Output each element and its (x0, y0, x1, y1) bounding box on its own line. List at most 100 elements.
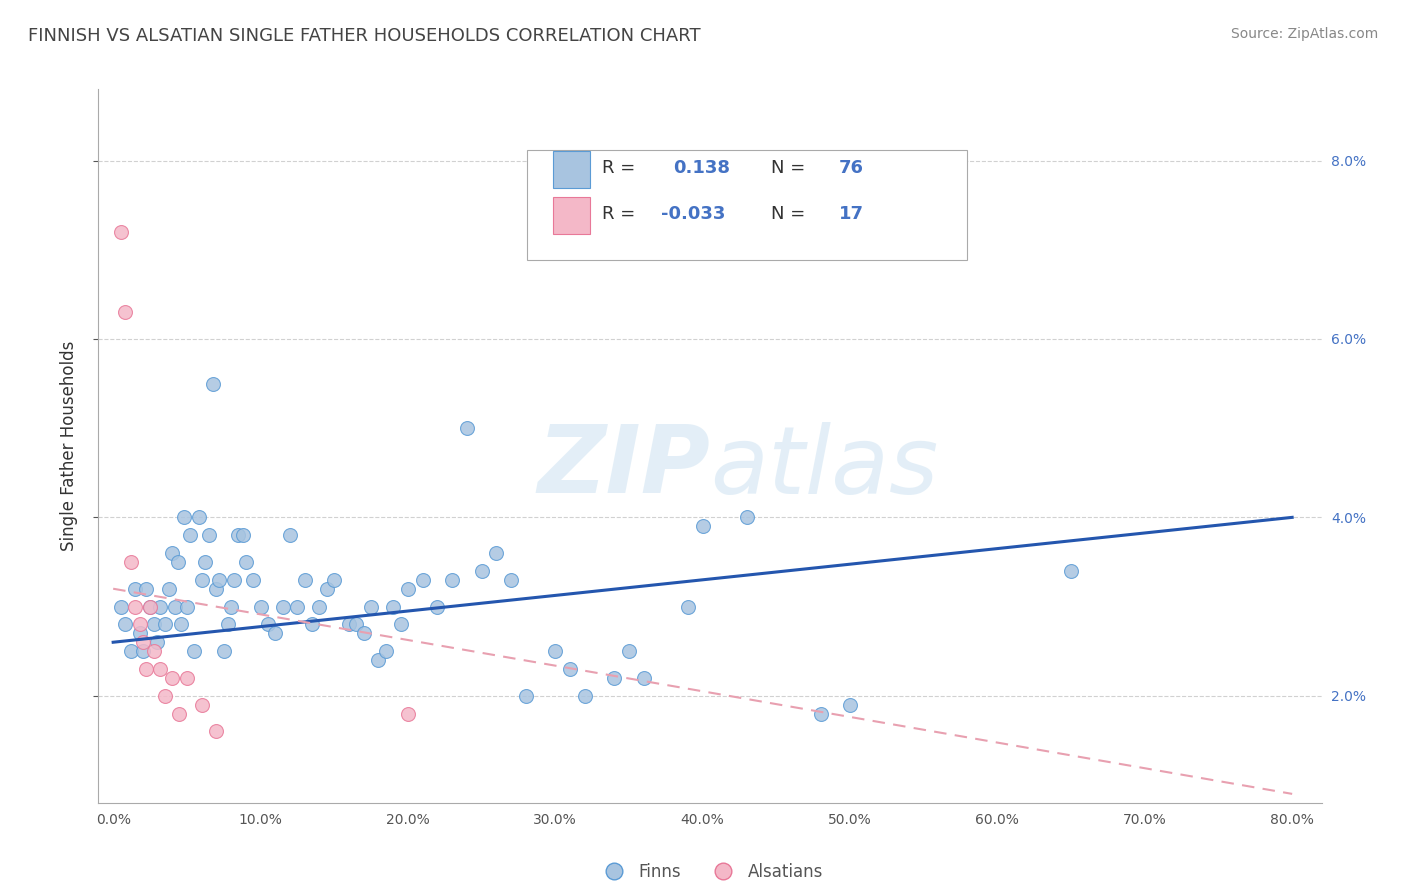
Point (471, 564, 494, 578)
Point (676, 599, 699, 614)
Point (617, 644, 640, 658)
Point (110, 225, 132, 239)
Point (212, 644, 235, 658)
Point (202, 376, 225, 391)
FancyBboxPatch shape (554, 197, 591, 234)
Point (153, 689, 176, 703)
Point (374, 644, 396, 658)
FancyBboxPatch shape (526, 150, 967, 260)
Point (323, 573, 346, 587)
Point (217, 617, 239, 632)
Point (187, 510, 209, 524)
Point (249, 599, 271, 614)
Point (396, 706, 419, 721)
Point (278, 528, 301, 542)
Point (149, 662, 172, 676)
Point (426, 599, 449, 614)
Point (143, 617, 166, 632)
Point (219, 599, 242, 614)
Point (157, 582, 180, 596)
Point (124, 582, 146, 596)
Point (232, 528, 254, 542)
Point (139, 599, 162, 614)
Point (456, 421, 478, 435)
Point (160, 546, 183, 560)
Point (603, 671, 626, 685)
Point (193, 555, 215, 569)
Point (160, 671, 183, 685)
Point (308, 599, 330, 614)
Point (294, 573, 316, 587)
Text: N =: N = (772, 159, 806, 177)
Point (499, 573, 522, 587)
Point (153, 617, 176, 632)
Text: ZIP: ZIP (537, 421, 710, 514)
Point (139, 599, 162, 614)
Point (208, 573, 231, 587)
Point (485, 546, 508, 560)
Text: atlas: atlas (710, 422, 938, 513)
Point (165, 599, 187, 614)
Point (110, 599, 132, 614)
Point (114, 305, 136, 319)
Text: -0.033: -0.033 (661, 205, 725, 223)
Point (692, 519, 714, 533)
Legend: Finns, Alsatians: Finns, Alsatians (591, 856, 830, 888)
FancyBboxPatch shape (554, 151, 591, 187)
Point (205, 582, 228, 596)
Point (190, 698, 212, 712)
Point (337, 617, 360, 632)
Point (515, 689, 537, 703)
Point (170, 617, 193, 632)
Text: R =: R = (602, 205, 636, 223)
Point (301, 617, 323, 632)
Point (135, 582, 157, 596)
Y-axis label: Single Father Households: Single Father Households (59, 341, 77, 551)
Point (810, 706, 832, 721)
Point (264, 626, 287, 640)
Point (183, 644, 205, 658)
Point (382, 599, 405, 614)
Text: 76: 76 (838, 159, 863, 177)
Point (173, 510, 195, 524)
Point (169, 706, 191, 721)
Text: N =: N = (772, 205, 806, 223)
Point (167, 555, 190, 569)
Point (1060, 564, 1083, 578)
Point (242, 573, 264, 587)
Point (222, 573, 245, 587)
Point (135, 662, 157, 676)
Point (124, 599, 146, 614)
Point (344, 617, 367, 632)
Text: Source: ZipAtlas.com: Source: ZipAtlas.com (1230, 27, 1378, 41)
Point (120, 644, 142, 658)
Point (544, 644, 567, 658)
Point (149, 599, 172, 614)
Point (441, 573, 464, 587)
Point (360, 599, 382, 614)
Point (389, 617, 412, 632)
Point (735, 510, 758, 524)
Point (205, 724, 228, 739)
Text: 0.138: 0.138 (673, 159, 730, 177)
Point (257, 617, 280, 632)
Point (114, 617, 136, 632)
Point (179, 528, 201, 542)
Point (396, 582, 419, 596)
Point (271, 599, 294, 614)
Point (120, 555, 142, 569)
Point (146, 635, 169, 649)
Point (287, 599, 309, 614)
Point (228, 528, 250, 542)
Point (353, 626, 375, 640)
Point (128, 626, 150, 640)
Point (131, 635, 153, 649)
Point (633, 671, 655, 685)
Point (574, 689, 596, 703)
Point (839, 698, 862, 712)
Point (315, 582, 337, 596)
Text: 17: 17 (838, 205, 863, 223)
Point (412, 573, 434, 587)
Point (367, 653, 389, 667)
Point (190, 573, 212, 587)
